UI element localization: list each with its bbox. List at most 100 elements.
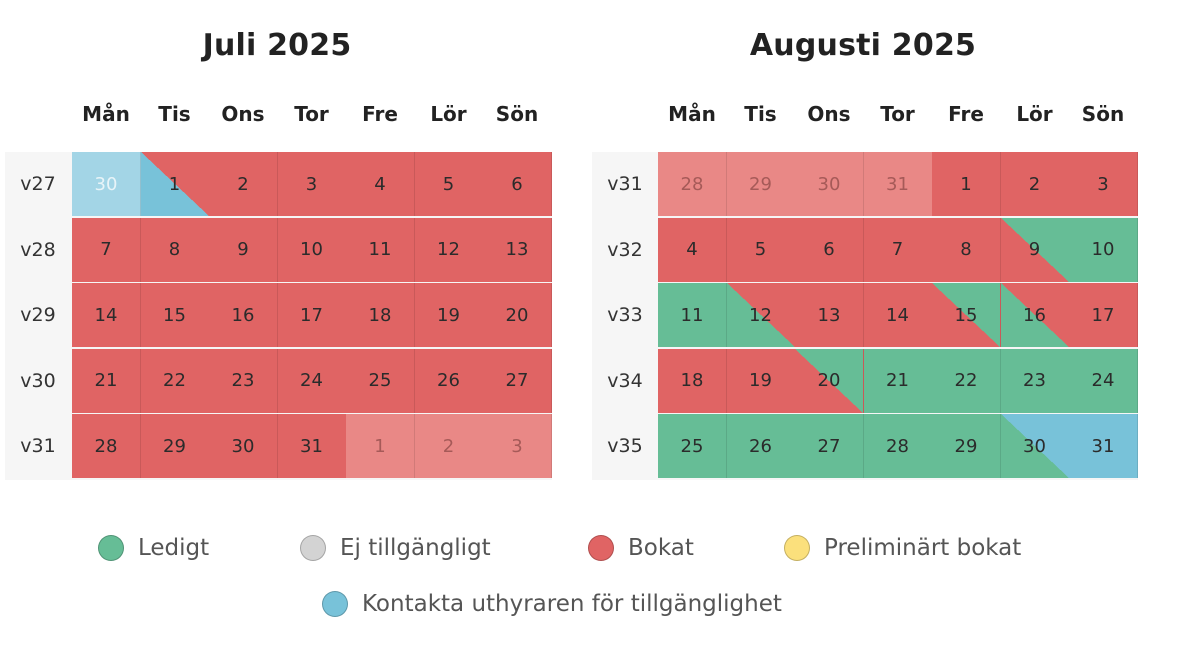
day-number: 20 bbox=[817, 370, 841, 391]
weekday-header: Ons bbox=[221, 102, 265, 126]
day-cell[interactable]: 7 bbox=[72, 217, 141, 282]
day-cell[interactable]: 24 bbox=[1069, 348, 1138, 413]
day-number: 23 bbox=[231, 370, 255, 391]
day-cell[interactable]: 23 bbox=[1000, 348, 1070, 413]
day-number: 9 bbox=[237, 239, 249, 260]
day-cell[interactable]: 27 bbox=[795, 414, 864, 478]
day-cell[interactable]: 4 bbox=[346, 152, 415, 216]
day-cell[interactable]: 14 bbox=[863, 283, 933, 347]
week-number: v31 bbox=[20, 435, 56, 457]
day-cell[interactable]: 15 bbox=[140, 283, 210, 347]
day-cell[interactable]: 15 bbox=[932, 283, 1001, 347]
day-cell[interactable]: 31 bbox=[863, 152, 933, 216]
day-cell[interactable]: 29 bbox=[726, 152, 796, 216]
weekday-header: Lör bbox=[1016, 102, 1053, 126]
day-cell[interactable]: 6 bbox=[795, 217, 864, 282]
legend-item: Ledigt bbox=[98, 535, 209, 561]
day-cell[interactable]: 29 bbox=[932, 414, 1001, 478]
day-number: 14 bbox=[94, 304, 118, 326]
day-cell[interactable]: 21 bbox=[72, 348, 141, 413]
day-cell[interactable]: 19 bbox=[726, 348, 796, 413]
day-cell[interactable]: 30 bbox=[209, 414, 278, 478]
day-cell[interactable]: 16 bbox=[1000, 283, 1070, 347]
day-cell[interactable]: 13 bbox=[483, 217, 552, 282]
day-cell[interactable]: 18 bbox=[658, 348, 727, 413]
day-cell[interactable]: 30 bbox=[1000, 414, 1070, 478]
day-number: 29 bbox=[749, 173, 772, 195]
day-cell[interactable]: 3 bbox=[483, 414, 552, 478]
day-cell[interactable]: 25 bbox=[346, 348, 415, 413]
day-cell[interactable]: 2 bbox=[1000, 152, 1070, 216]
day-cell[interactable]: 10 bbox=[1069, 217, 1138, 282]
legend-label: Preliminärt bokat bbox=[824, 535, 1022, 561]
day-cell[interactable]: 1 bbox=[932, 152, 1001, 216]
day-cell[interactable]: 30 bbox=[795, 152, 864, 216]
day-cell[interactable]: 31 bbox=[1069, 414, 1138, 478]
day-number: 30 bbox=[1023, 435, 1046, 457]
day-cell[interactable]: 26 bbox=[414, 348, 484, 413]
day-number: 2 bbox=[442, 435, 455, 457]
day-number: 3 bbox=[305, 173, 318, 195]
day-cell[interactable]: 29 bbox=[140, 414, 210, 478]
day-number: 25 bbox=[680, 435, 704, 457]
day-cell[interactable]: 12 bbox=[414, 217, 484, 282]
day-cell[interactable]: 20 bbox=[795, 348, 864, 413]
day-cell[interactable]: 28 bbox=[658, 152, 727, 216]
day-number: 17 bbox=[1091, 304, 1115, 326]
day-cell[interactable]: 6 bbox=[483, 152, 552, 216]
weekday-header: Tis bbox=[158, 102, 191, 126]
legend-item: Bokat bbox=[588, 535, 694, 561]
day-cell[interactable]: 27 bbox=[483, 348, 552, 413]
day-cell[interactable]: 12 bbox=[726, 283, 796, 347]
day-cell[interactable]: 18 bbox=[346, 283, 415, 347]
day-cell[interactable]: 2 bbox=[414, 414, 484, 478]
day-cell[interactable]: 7 bbox=[863, 217, 933, 282]
day-cell[interactable]: 3 bbox=[1069, 152, 1138, 216]
day-cell[interactable]: 19 bbox=[414, 283, 484, 347]
day-cell[interactable]: 14 bbox=[72, 283, 141, 347]
day-cell[interactable]: 31 bbox=[277, 414, 347, 478]
day-number: 4 bbox=[686, 239, 698, 260]
day-cell[interactable]: 8 bbox=[932, 217, 1001, 282]
day-cell[interactable]: 30 bbox=[72, 152, 141, 216]
week-number: v27 bbox=[20, 173, 56, 195]
day-cell[interactable]: 28 bbox=[863, 414, 933, 478]
day-cell[interactable]: 25 bbox=[658, 414, 727, 478]
day-cell[interactable]: 1 bbox=[140, 152, 210, 216]
day-number: 26 bbox=[437, 370, 460, 391]
day-cell[interactable]: 13 bbox=[795, 283, 864, 347]
day-number: 30 bbox=[94, 173, 118, 195]
day-cell[interactable]: 28 bbox=[72, 414, 141, 478]
day-cell[interactable]: 11 bbox=[346, 217, 415, 282]
day-cell[interactable]: 22 bbox=[140, 348, 210, 413]
day-number: 9 bbox=[1028, 239, 1041, 260]
day-cell[interactable]: 17 bbox=[277, 283, 347, 347]
legend-item: Kontakta uthyraren för tillgänglighet bbox=[322, 591, 782, 617]
day-cell[interactable]: 20 bbox=[483, 283, 552, 347]
day-cell[interactable]: 17 bbox=[1069, 283, 1138, 347]
day-cell[interactable]: 11 bbox=[658, 283, 727, 347]
day-cell[interactable]: 24 bbox=[277, 348, 347, 413]
day-cell[interactable]: 9 bbox=[209, 217, 278, 282]
weekday-header: Fre bbox=[948, 102, 984, 126]
day-cell[interactable]: 9 bbox=[1000, 217, 1070, 282]
day-cell[interactable]: 3 bbox=[277, 152, 347, 216]
day-cell[interactable]: 23 bbox=[209, 348, 278, 413]
day-number: 5 bbox=[754, 239, 767, 260]
day-cell[interactable]: 5 bbox=[414, 152, 484, 216]
day-cell[interactable]: 22 bbox=[932, 348, 1001, 413]
day-cell[interactable]: 1 bbox=[346, 414, 415, 478]
day-number: 24 bbox=[1091, 370, 1115, 391]
day-cell[interactable]: 16 bbox=[209, 283, 278, 347]
day-number: 6 bbox=[823, 239, 835, 260]
week-number: v35 bbox=[607, 435, 643, 457]
day-cell[interactable]: 4 bbox=[658, 217, 727, 282]
day-cell[interactable]: 2 bbox=[209, 152, 278, 216]
day-cell[interactable]: 21 bbox=[863, 348, 933, 413]
day-cell[interactable]: 5 bbox=[726, 217, 796, 282]
legend-label: Bokat bbox=[628, 535, 694, 561]
day-number: 6 bbox=[511, 173, 523, 195]
day-cell[interactable]: 10 bbox=[277, 217, 347, 282]
day-cell[interactable]: 8 bbox=[140, 217, 210, 282]
day-cell[interactable]: 26 bbox=[726, 414, 796, 478]
